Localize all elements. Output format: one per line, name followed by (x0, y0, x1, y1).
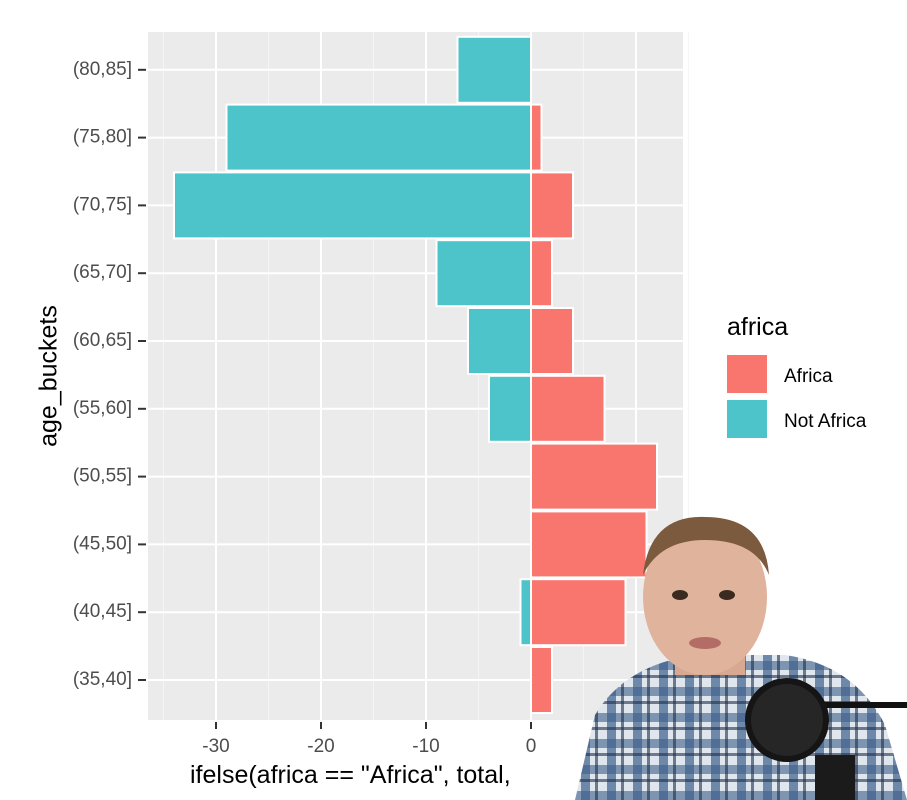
legend-title: africa (727, 313, 788, 341)
bar-africa (530, 239, 553, 308)
y-tick-label: (65,70] (73, 262, 132, 283)
legend-label-not-africa: Not Africa (784, 411, 867, 432)
bar-africa (530, 646, 553, 714)
bar-not-africa (435, 239, 532, 308)
bar-africa (530, 442, 658, 511)
bar-not-africa (519, 578, 532, 647)
webcam-overlay (555, 505, 907, 800)
legend-key-not-africa (727, 400, 767, 438)
presenter-photo (575, 516, 907, 800)
y-axis-title: age_buckets (35, 305, 63, 447)
x-tick-label: 0 (526, 736, 537, 757)
x-tick-label: -10 (412, 736, 439, 757)
legend-key-africa (727, 355, 767, 393)
bar-africa (530, 374, 606, 443)
y-tick-label: (55,60] (73, 398, 132, 419)
y-tick-label: (35,40] (73, 669, 132, 690)
bar-not-africa (173, 171, 532, 240)
x-axis-ticks: -30 -20 -10 0 (202, 722, 536, 757)
bar-not-africa (456, 35, 532, 104)
y-tick-label: (45,50] (73, 533, 132, 554)
bar-africa (530, 171, 574, 240)
y-tick-label: (50,55] (73, 466, 132, 487)
x-tick-label: -30 (202, 736, 229, 757)
bar-africa (530, 510, 648, 579)
y-tick-label: (75,80] (73, 127, 132, 148)
bar-africa (530, 307, 574, 375)
y-tick-label: (40,45] (73, 601, 132, 622)
legend-label-africa: Africa (784, 366, 833, 387)
bar-not-africa (488, 374, 532, 443)
y-tick-label: (70,75] (73, 194, 132, 215)
x-axis-title: ifelse(africa == "Africa", total, (190, 761, 511, 789)
bar-not-africa (225, 103, 532, 172)
bar-not-africa (467, 307, 532, 375)
x-tick-label: -20 (307, 736, 334, 757)
bars (173, 35, 658, 714)
y-axis-ticks: (35,40] (40,45] (45,50] (50,55] (55,60] (60,6… (73, 59, 146, 690)
y-tick-label: (80,85] (73, 59, 132, 80)
bar-africa (530, 103, 543, 172)
y-tick-label: (60,65] (73, 330, 132, 351)
legend: africa Africa Not Africa (727, 313, 867, 438)
